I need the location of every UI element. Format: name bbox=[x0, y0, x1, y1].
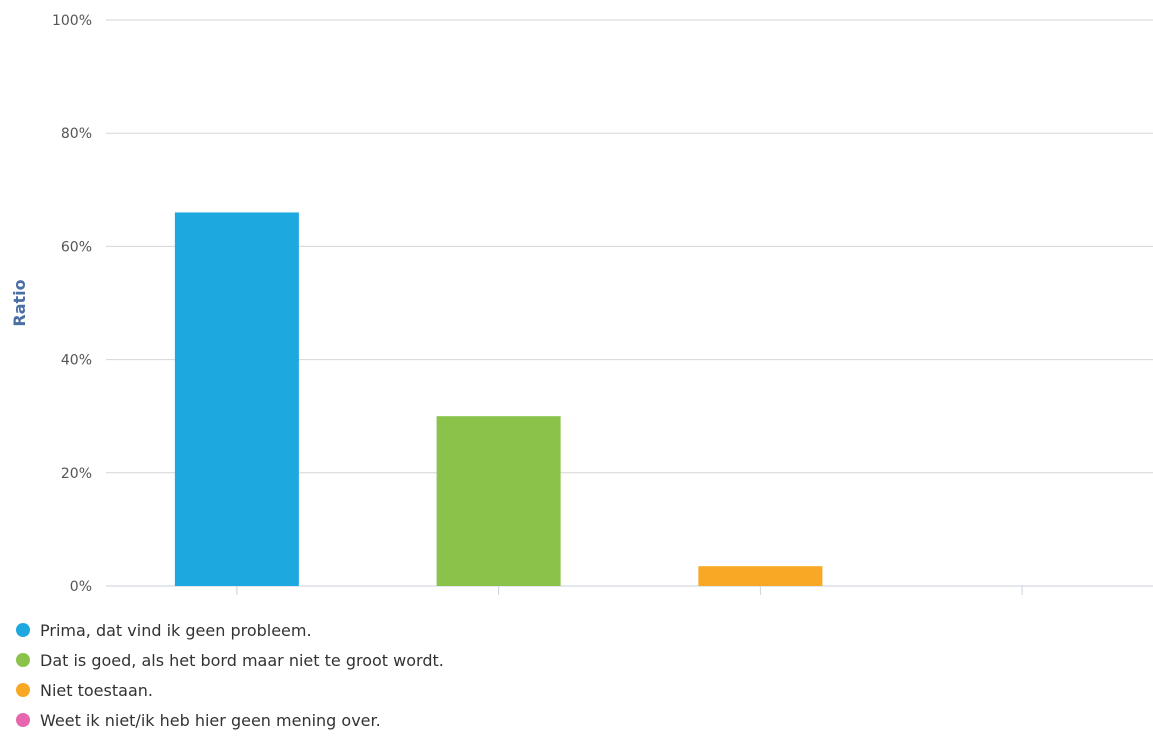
bar-2[interactable] bbox=[436, 416, 561, 586]
bar-3[interactable] bbox=[698, 566, 823, 586]
legend-label: Dat is goed, als het bord maar niet te g… bbox=[40, 650, 444, 670]
y-tick-label: 40% bbox=[61, 353, 92, 369]
legend-item[interactable]: Weet ik niet/ik heb hier geen mening ove… bbox=[16, 705, 444, 735]
bar-chart: 0% 20% 40% 60% 80% 100% Ratio bbox=[10, 13, 1153, 595]
y-axis-title: Ratio bbox=[10, 279, 29, 326]
legend-item[interactable]: Dat is goed, als het bord maar niet te g… bbox=[16, 645, 444, 675]
y-tick-label: 0% bbox=[70, 579, 92, 595]
legend-marker-icon bbox=[16, 713, 30, 727]
bars bbox=[174, 212, 823, 586]
legend: Prima, dat vind ik geen probleem. Dat is … bbox=[16, 615, 444, 735]
x-axis bbox=[236, 586, 1023, 595]
y-tick-label: 80% bbox=[61, 126, 92, 142]
bar-1[interactable] bbox=[174, 212, 299, 586]
legend-marker-icon bbox=[16, 653, 30, 667]
legend-label: Weet ik niet/ik heb hier geen mening ove… bbox=[40, 710, 381, 730]
y-axis-ticks: 0% 20% 40% 60% 80% 100% bbox=[52, 13, 92, 595]
legend-marker-icon bbox=[16, 683, 30, 697]
legend-marker-icon bbox=[16, 623, 30, 637]
legend-label: Niet toestaan. bbox=[40, 680, 153, 700]
y-tick-label: 60% bbox=[61, 239, 92, 255]
legend-item[interactable]: Prima, dat vind ik geen probleem. bbox=[16, 615, 444, 645]
y-tick-label: 100% bbox=[52, 13, 92, 29]
legend-item[interactable]: Niet toestaan. bbox=[16, 675, 444, 705]
y-tick-label: 20% bbox=[61, 466, 92, 482]
legend-label: Prima, dat vind ik geen probleem. bbox=[40, 620, 312, 640]
